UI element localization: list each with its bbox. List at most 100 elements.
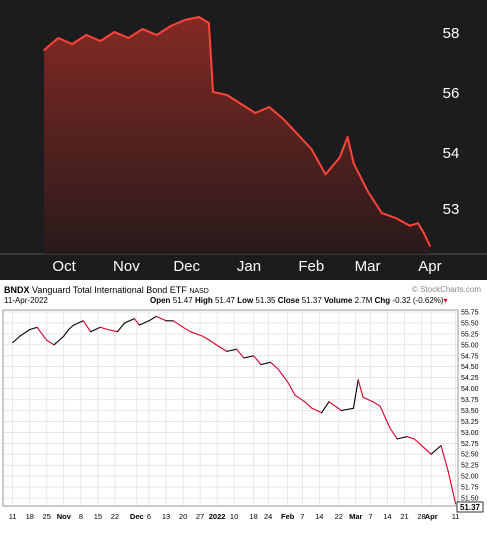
price-point bbox=[208, 22, 210, 24]
price-segment bbox=[340, 407, 354, 412]
date-tick-label: Feb bbox=[281, 512, 295, 521]
price-point bbox=[352, 162, 355, 165]
price-tick-label: 55.50 bbox=[461, 320, 479, 327]
price-tick-label: 55.00 bbox=[461, 342, 479, 349]
price-tick-label: 54.75 bbox=[461, 353, 479, 360]
volume-value: 2.7M bbox=[354, 296, 373, 305]
price-point bbox=[43, 49, 45, 51]
date-tick-label: 27 bbox=[196, 512, 204, 521]
price-segment bbox=[29, 326, 38, 331]
price-chart-dark: Oct Nov Dec Jan Feb Mar Apr 58 56 54 53 bbox=[0, 0, 487, 280]
price-chart-dark-svg: Oct Nov Dec Jan Feb Mar Apr 58 56 54 53 bbox=[0, 16, 487, 275]
price-area-fill bbox=[44, 17, 430, 254]
date-tick-label: 18 bbox=[249, 512, 257, 521]
price-tick-label: 55.25 bbox=[461, 331, 479, 338]
price-point bbox=[254, 112, 257, 114]
date-tick-label: Mar bbox=[349, 512, 362, 521]
price-segment bbox=[253, 355, 262, 366]
stockcharts-panel: BNDX Vanguard Total International Bond E… bbox=[0, 284, 487, 533]
price-segment bbox=[19, 328, 31, 337]
date-tick-label: 11 bbox=[9, 512, 17, 521]
price-line-plot bbox=[12, 315, 457, 505]
date-tick-label: Nov bbox=[57, 512, 72, 521]
price-tick-label: 54 bbox=[443, 145, 460, 162]
price-segment bbox=[357, 379, 364, 398]
price-segment bbox=[270, 361, 279, 370]
date-tick-label: 25 bbox=[43, 512, 51, 521]
symbol: BNDX bbox=[4, 285, 30, 295]
month-tick-label: Oct bbox=[52, 258, 76, 275]
price-segment bbox=[243, 355, 255, 359]
price-segment bbox=[236, 348, 245, 359]
price-area-plot bbox=[43, 16, 431, 254]
price-tick-label: 54.00 bbox=[461, 386, 479, 393]
price-point bbox=[212, 91, 214, 93]
high-label: High bbox=[194, 296, 213, 305]
price-point bbox=[268, 106, 271, 108]
price-segment bbox=[287, 381, 296, 396]
month-axis: Oct Nov Dec Jan Feb Mar Apr bbox=[52, 258, 441, 275]
price-segment bbox=[352, 379, 359, 409]
price-tick-label: 54.50 bbox=[461, 364, 479, 371]
volume-label: Volume bbox=[324, 296, 353, 305]
price-segment bbox=[447, 471, 457, 505]
date-tick-label: 14 bbox=[383, 512, 391, 521]
price-segment bbox=[294, 394, 306, 403]
price-segment bbox=[304, 401, 313, 409]
price-segment bbox=[155, 315, 167, 322]
price-tick-label: 51.50 bbox=[461, 496, 479, 503]
open-label: Open bbox=[150, 296, 171, 305]
chart-header-title: BNDX Vanguard Total International Bond E… bbox=[4, 285, 209, 295]
price-segment bbox=[362, 396, 374, 403]
price-point bbox=[169, 25, 172, 27]
low-label: Low bbox=[237, 296, 254, 305]
date-tick-label: 7 bbox=[300, 512, 304, 521]
price-tick-label: 53 bbox=[443, 201, 460, 218]
price-point bbox=[99, 40, 102, 42]
price-segment bbox=[189, 331, 204, 337]
price-segment bbox=[133, 318, 140, 326]
date-tick-label: 13 bbox=[162, 512, 170, 521]
chg-label: Chg bbox=[374, 296, 391, 305]
price-tick-label: 58 bbox=[443, 25, 460, 42]
price-point bbox=[338, 156, 341, 159]
exchange: NASD bbox=[189, 288, 209, 295]
date-tick-label: 15 bbox=[94, 512, 102, 521]
chg-value: -0.32 (-0.62%) bbox=[392, 296, 444, 305]
price-segment bbox=[379, 405, 391, 429]
price-point bbox=[71, 43, 74, 45]
month-tick-label: Mar bbox=[355, 258, 381, 275]
price-point bbox=[380, 212, 383, 215]
price-segment bbox=[396, 436, 408, 440]
last-price-box bbox=[456, 501, 484, 513]
price-segment bbox=[63, 328, 70, 337]
month-tick-label: Apr bbox=[418, 258, 441, 275]
price-segment bbox=[406, 436, 415, 440]
price-segment bbox=[82, 320, 92, 333]
price-axis: 58 56 54 53 bbox=[443, 25, 460, 218]
price-tick-label: 52.25 bbox=[461, 463, 479, 470]
watermark: © StockCharts.com bbox=[411, 285, 481, 294]
price-tick-label: 55.75 bbox=[461, 310, 479, 317]
price-point bbox=[226, 94, 228, 96]
price-segment bbox=[138, 320, 150, 326]
price-tick-label: 56 bbox=[443, 85, 460, 102]
price-segment bbox=[12, 335, 21, 344]
high-value: 51.47 bbox=[214, 296, 235, 305]
price-segment bbox=[311, 407, 323, 414]
price-tick-label: 52.50 bbox=[461, 452, 479, 459]
close-value: 51.37 bbox=[301, 296, 322, 305]
price-line bbox=[43, 16, 431, 247]
price-segment bbox=[321, 401, 330, 414]
price-segment bbox=[99, 326, 109, 331]
price-point bbox=[409, 224, 411, 227]
price-point bbox=[198, 16, 200, 18]
price-tick-label: 52.75 bbox=[461, 441, 479, 448]
price-tick-label: 54.25 bbox=[461, 375, 479, 382]
price-segment bbox=[53, 335, 65, 346]
price-segment bbox=[182, 326, 191, 333]
grid bbox=[3, 310, 458, 506]
date-tick-label: 18 bbox=[26, 512, 34, 521]
price-segment bbox=[201, 335, 211, 341]
price-segment bbox=[116, 322, 126, 333]
